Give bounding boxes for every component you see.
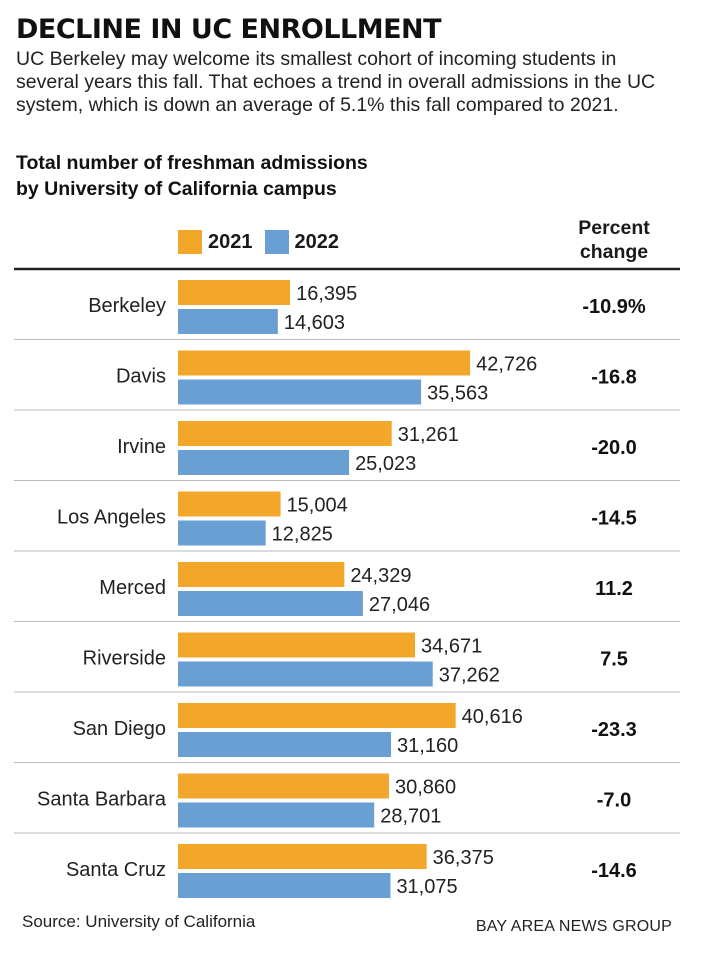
- bar-riverside-2022: [178, 661, 433, 687]
- value-label-santa-cruz-2021: 36,375: [433, 847, 494, 869]
- percent-change-davis: -16.8: [591, 367, 637, 389]
- legend-swatch-2021: [178, 230, 202, 254]
- category-label-merced: Merced: [99, 577, 166, 599]
- bar-san-diego-2021: [178, 703, 456, 728]
- chart-heading: Total number of freshman admissions by U…: [16, 150, 576, 202]
- value-label-san-diego-2022: 31,160: [397, 735, 458, 757]
- value-label-santa-barbara-2022: 28,701: [380, 806, 441, 828]
- bar-san-diego-2022: [178, 732, 392, 757]
- bar-merced-2022: [178, 591, 363, 616]
- chart-heading-line1: Total number of freshman admissions: [16, 152, 368, 174]
- bar-davis-2022: [178, 379, 422, 405]
- bar-merced-2021: [178, 562, 345, 587]
- category-label-san-diego: San Diego: [73, 718, 166, 740]
- category-label-berkeley: Berkeley: [88, 295, 166, 317]
- bar-santa-cruz-2022: [178, 873, 391, 898]
- category-label-riverside: Riverside: [83, 648, 166, 670]
- value-label-davis-2021: 42,726: [476, 354, 537, 376]
- value-label-riverside-2022: 37,262: [439, 665, 500, 687]
- value-label-los-angeles-2021: 15,004: [287, 495, 348, 517]
- bar-irvine-2021: [178, 421, 392, 446]
- percent-change-berkeley: -10.9%: [582, 296, 646, 318]
- legend-label-2022: 2022: [294, 230, 340, 253]
- legend: 2021 2022: [178, 226, 351, 258]
- bar-riverside-2021: [178, 632, 416, 658]
- value-label-san-diego-2021: 40,616: [462, 706, 523, 728]
- percent-header-line2: change: [579, 241, 649, 263]
- chart-heading-line2: by University of California campus: [16, 178, 337, 200]
- percent-change-irvine: -20.0: [591, 437, 637, 459]
- category-label-santa-barbara: Santa Barbara: [37, 789, 167, 811]
- percent-change-santa-cruz: -14.6: [591, 860, 637, 882]
- legend-label-2021: 2021: [208, 230, 253, 253]
- value-label-irvine-2022: 25,023: [355, 453, 416, 475]
- bar-berkeley-2021: [178, 280, 291, 305]
- value-label-riverside-2021: 34,671: [421, 636, 482, 658]
- bar-irvine-2022: [178, 450, 350, 475]
- value-label-berkeley-2022: 14,603: [284, 312, 345, 334]
- legend-swatch-2022: [264, 230, 289, 254]
- percent-header-line1: Percent: [578, 217, 650, 239]
- percent-change-header: Percent change: [559, 216, 669, 264]
- percent-change-santa-barbara: -7.0: [597, 790, 631, 812]
- value-label-merced-2021: 24,329: [350, 565, 411, 587]
- bar-berkeley-2022: [178, 309, 278, 334]
- bar-santa-barbara-2022: [178, 802, 375, 828]
- category-label-los-angeles: Los Angeles: [57, 507, 166, 529]
- percent-change-los-angeles: -14.5: [591, 508, 637, 530]
- value-label-santa-barbara-2021: 30,860: [395, 777, 456, 799]
- percent-change-san-diego: -23.3: [591, 719, 637, 741]
- bar-los-angeles-2022: [178, 520, 266, 546]
- bar-davis-2021: [178, 350, 471, 376]
- bar-los-angeles-2021: [178, 491, 281, 517]
- bar-santa-barbara-2021: [178, 773, 389, 799]
- category-label-santa-cruz: Santa Cruz: [66, 859, 166, 881]
- credit-line: BAY AREA NEWS GROUP: [475, 918, 672, 935]
- bar-santa-cruz-2021: [178, 844, 427, 869]
- subtitle: UC Berkeley may welcome its smallest coh…: [16, 48, 656, 116]
- value-label-los-angeles-2022: 12,825: [272, 524, 333, 546]
- category-label-davis: Davis: [116, 366, 166, 388]
- legend-item-2022: 2022: [264, 230, 340, 254]
- value-label-davis-2022: 35,563: [427, 383, 488, 405]
- percent-change-merced: 11.2: [595, 578, 633, 600]
- source-note: Source: University of California: [22, 912, 256, 931]
- value-label-merced-2022: 27,046: [369, 594, 430, 616]
- value-label-irvine-2021: 31,261: [398, 424, 459, 446]
- page-title: DECLINE IN UC ENROLLMENT: [16, 14, 442, 45]
- percent-change-riverside: 7.5: [600, 649, 628, 671]
- legend-item-2021: 2021: [178, 230, 253, 254]
- value-label-berkeley-2021: 16,395: [296, 283, 357, 305]
- value-label-santa-cruz-2022: 31,075: [396, 876, 457, 898]
- bar-chart: Berkeley 16,395 14,603 -10.9% Davis 42,726 35,…: [14, 267, 680, 898]
- category-label-irvine: Irvine: [117, 436, 166, 458]
